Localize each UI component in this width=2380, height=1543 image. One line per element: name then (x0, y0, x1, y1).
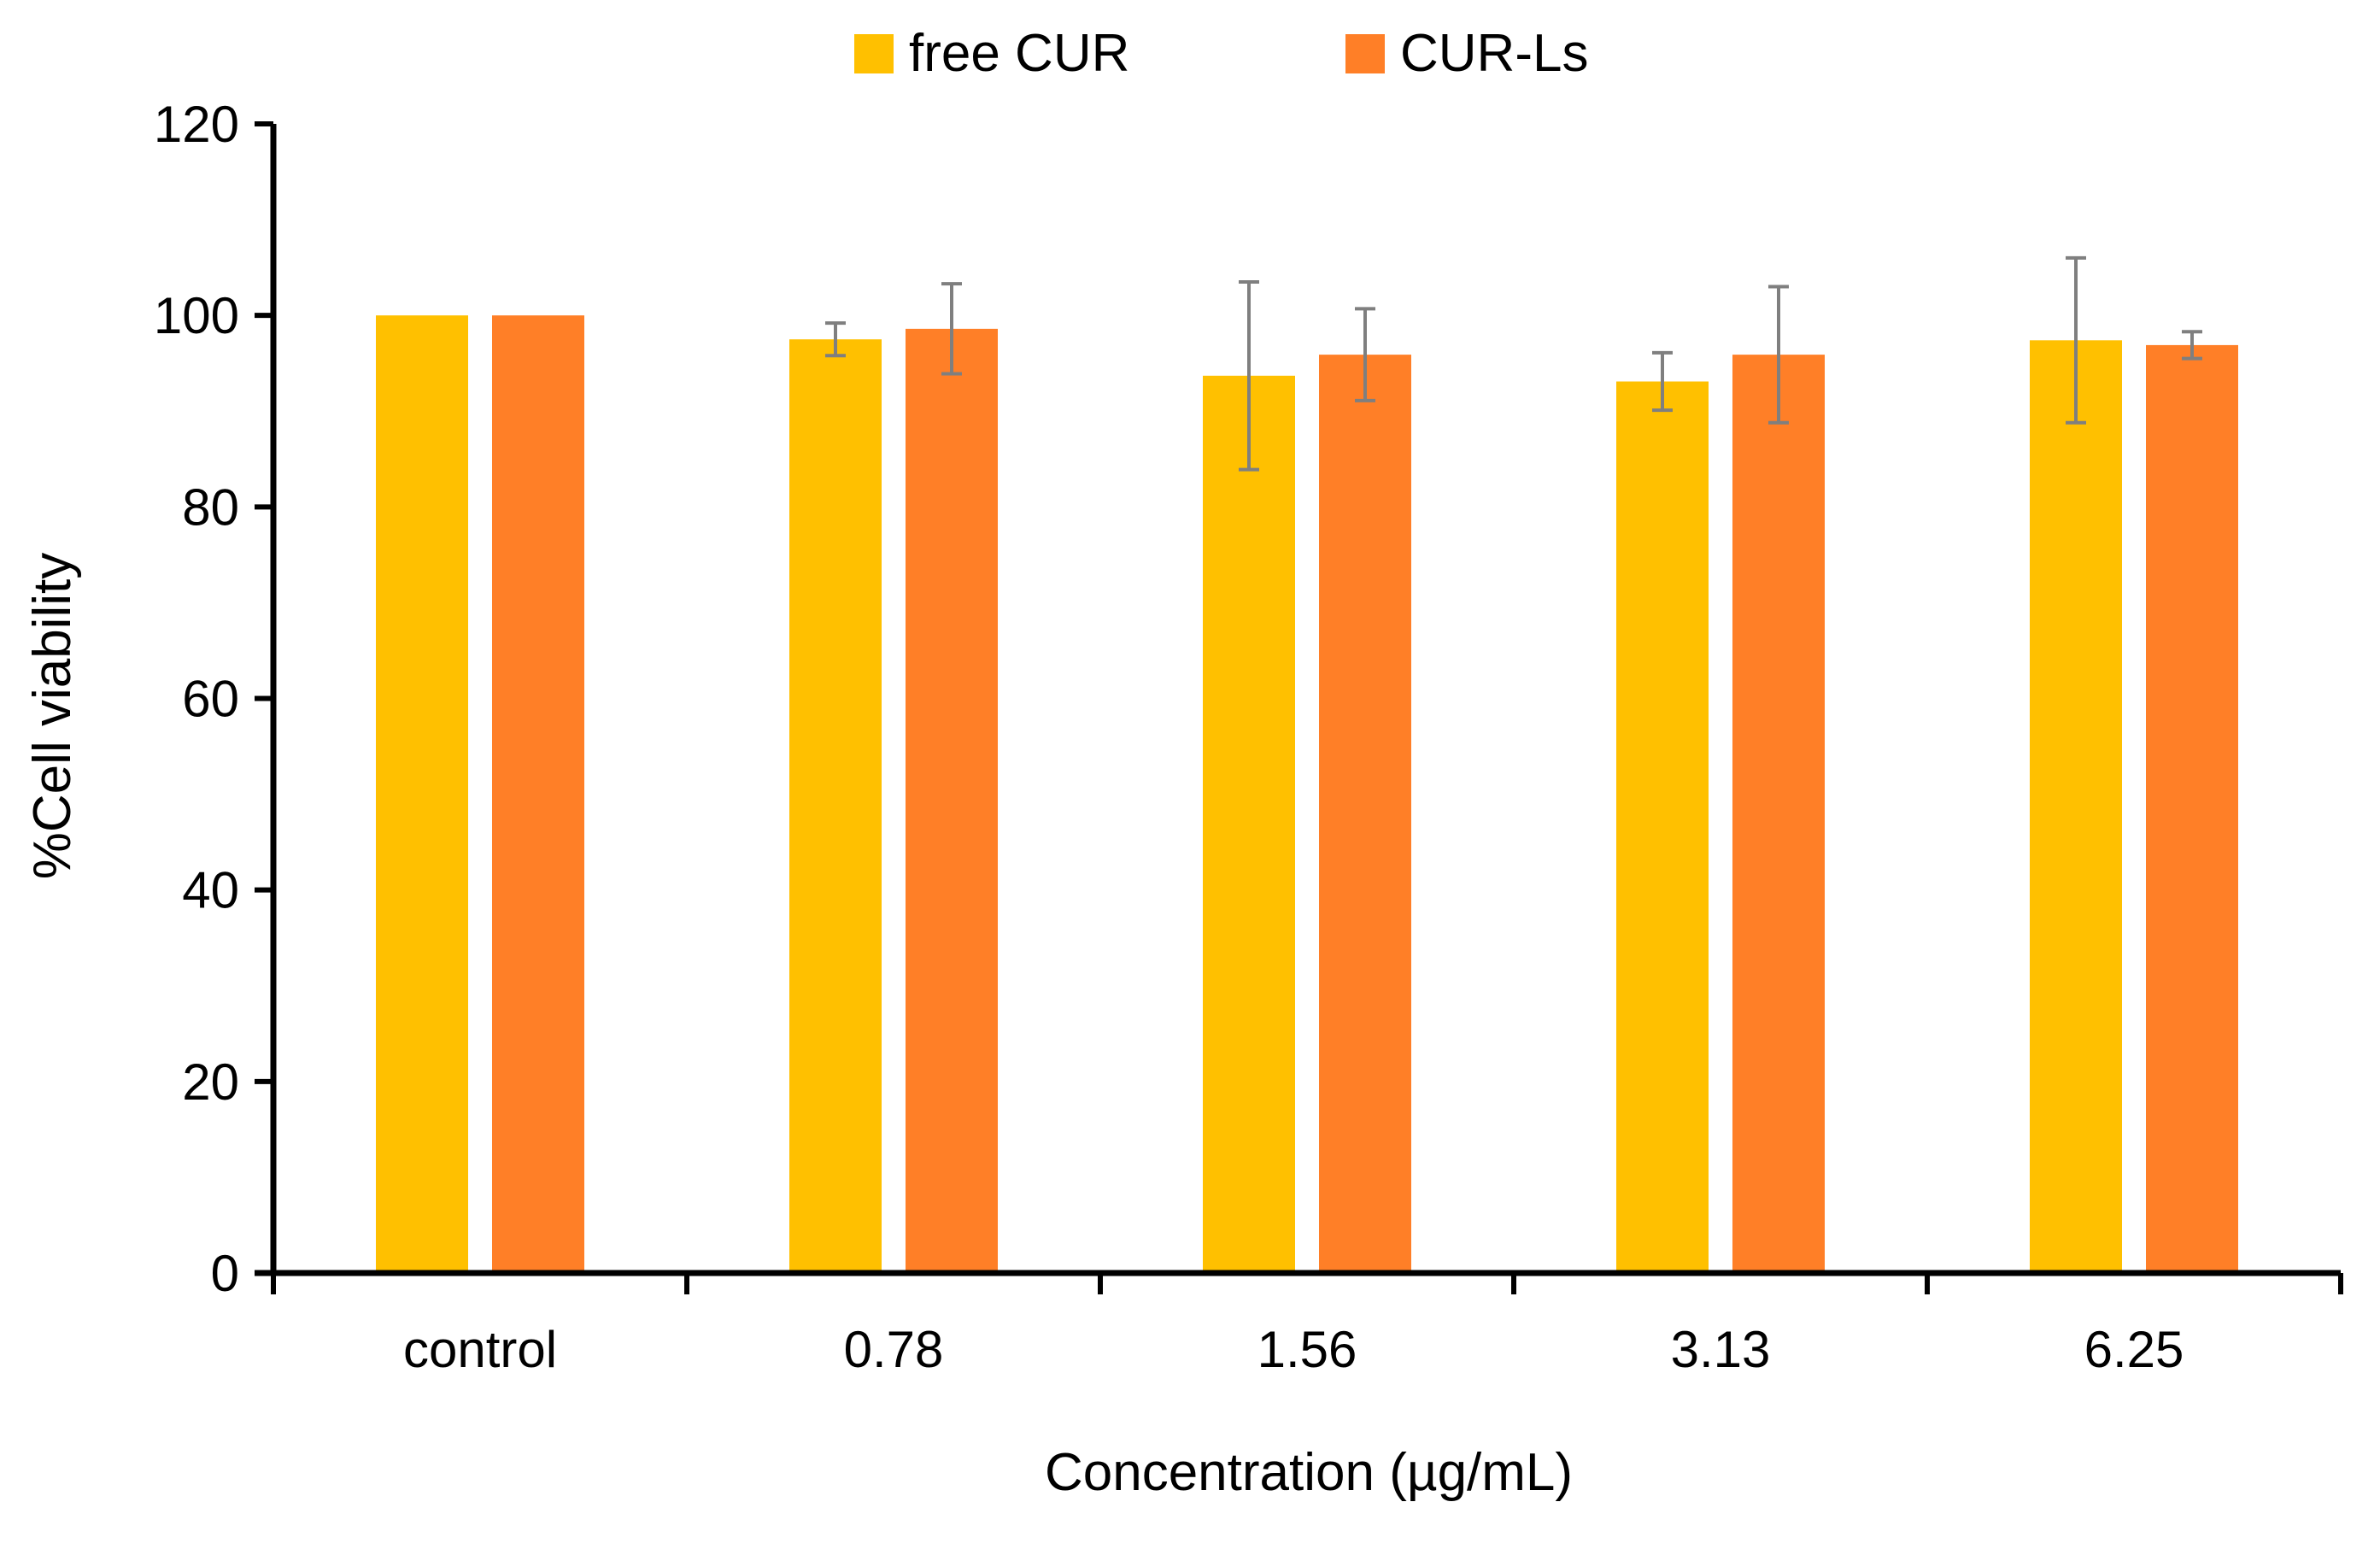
legend: free CUR CUR-Ls (854, 24, 1588, 83)
y-axis-title: %Cell viability (23, 553, 82, 879)
y-tick-label: 20 (182, 1053, 239, 1111)
y-tick-label: 80 (182, 478, 239, 536)
error-bars-group (825, 255, 2202, 472)
legend-swatch-cur-ls (1345, 34, 1385, 73)
legend-label-cur-ls: CUR-Ls (1400, 24, 1588, 83)
legend-swatch-free-cur (854, 34, 894, 73)
bar-cur-ls-3 (1732, 355, 1825, 1273)
legend-label-free-cur: free CUR (909, 24, 1129, 83)
bar-free-cur-1 (789, 339, 882, 1273)
bar-free-cur-2 (1203, 375, 1295, 1273)
x-tick-label: 1.56 (1257, 1321, 1357, 1378)
y-tick-label: 60 (182, 671, 239, 728)
y-tick-label: 120 (154, 96, 239, 153)
bar-cur-ls-4 (2146, 344, 2238, 1274)
y-tick-label: 0 (211, 1245, 239, 1302)
y-tick-label: 40 (182, 862, 239, 919)
x-tick-label: 3.13 (1671, 1321, 1771, 1378)
bar-free-cur-0 (376, 315, 468, 1274)
x-tick-label: 6.25 (2084, 1321, 2184, 1378)
bar-cur-ls-2 (1319, 355, 1411, 1273)
bar-free-cur-3 (1616, 381, 1709, 1274)
y-tick-label: 100 (154, 287, 239, 344)
bar-cur-ls-1 (906, 328, 998, 1273)
bar-free-cur-4 (2030, 340, 2122, 1273)
bars-group (376, 315, 2238, 1274)
x-tick-label: 0.78 (844, 1321, 944, 1378)
axes-group: 0 20 40 60 80 100 120 control 0.78 1.56 3.13 6.25 (154, 96, 2343, 1378)
x-tick-label: control (403, 1321, 557, 1378)
x-axis-title: Concentration (µg/mL) (1045, 1443, 1573, 1502)
bar-cur-ls-0 (492, 315, 584, 1274)
